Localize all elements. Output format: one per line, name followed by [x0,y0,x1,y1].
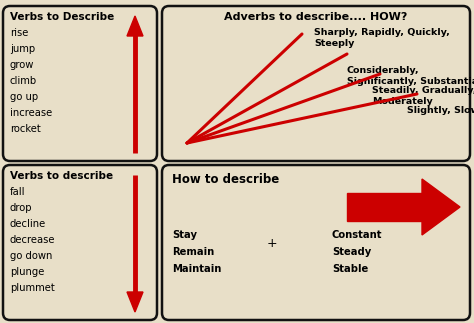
Text: Remain: Remain [172,247,214,257]
Text: +: + [267,237,277,250]
Text: Slightly, Slowly: Slightly, Slowly [407,106,474,115]
Text: Verbs to describe: Verbs to describe [10,171,113,181]
Text: Steadily, Gradually,
Moderately: Steadily, Gradually, Moderately [372,86,474,106]
Text: drop: drop [10,203,33,213]
FancyBboxPatch shape [162,6,470,161]
Text: Steady: Steady [332,247,371,257]
Text: fall: fall [10,187,26,197]
Text: Stable: Stable [332,264,368,274]
FancyBboxPatch shape [162,165,470,320]
Text: plunge: plunge [10,267,45,277]
FancyBboxPatch shape [3,165,157,320]
Text: increase: increase [10,108,52,118]
Text: go up: go up [10,92,38,102]
Text: go down: go down [10,251,52,261]
Text: rocket: rocket [10,124,41,134]
FancyBboxPatch shape [3,6,157,161]
Text: How to describe: How to describe [172,173,279,186]
Text: climb: climb [10,76,37,86]
Polygon shape [347,193,422,221]
Text: plummet: plummet [10,283,55,293]
Text: rise: rise [10,28,28,38]
Text: grow: grow [10,60,35,70]
Text: Verbs to Describe: Verbs to Describe [10,12,114,22]
Polygon shape [422,179,460,235]
Polygon shape [127,16,143,36]
Text: jump: jump [10,44,35,54]
Text: decline: decline [10,219,46,229]
Text: Sharply, Rapidly, Quickly,
Steeply: Sharply, Rapidly, Quickly, Steeply [314,28,450,48]
Text: Stay: Stay [172,230,197,240]
Polygon shape [127,292,143,312]
Text: Considerably,
Significantly, Substantially: Considerably, Significantly, Substantial… [347,66,474,86]
Text: decrease: decrease [10,235,55,245]
Text: Constant: Constant [332,230,383,240]
Text: Maintain: Maintain [172,264,221,274]
Text: Adverbs to describe.... HOW?: Adverbs to describe.... HOW? [224,12,408,22]
